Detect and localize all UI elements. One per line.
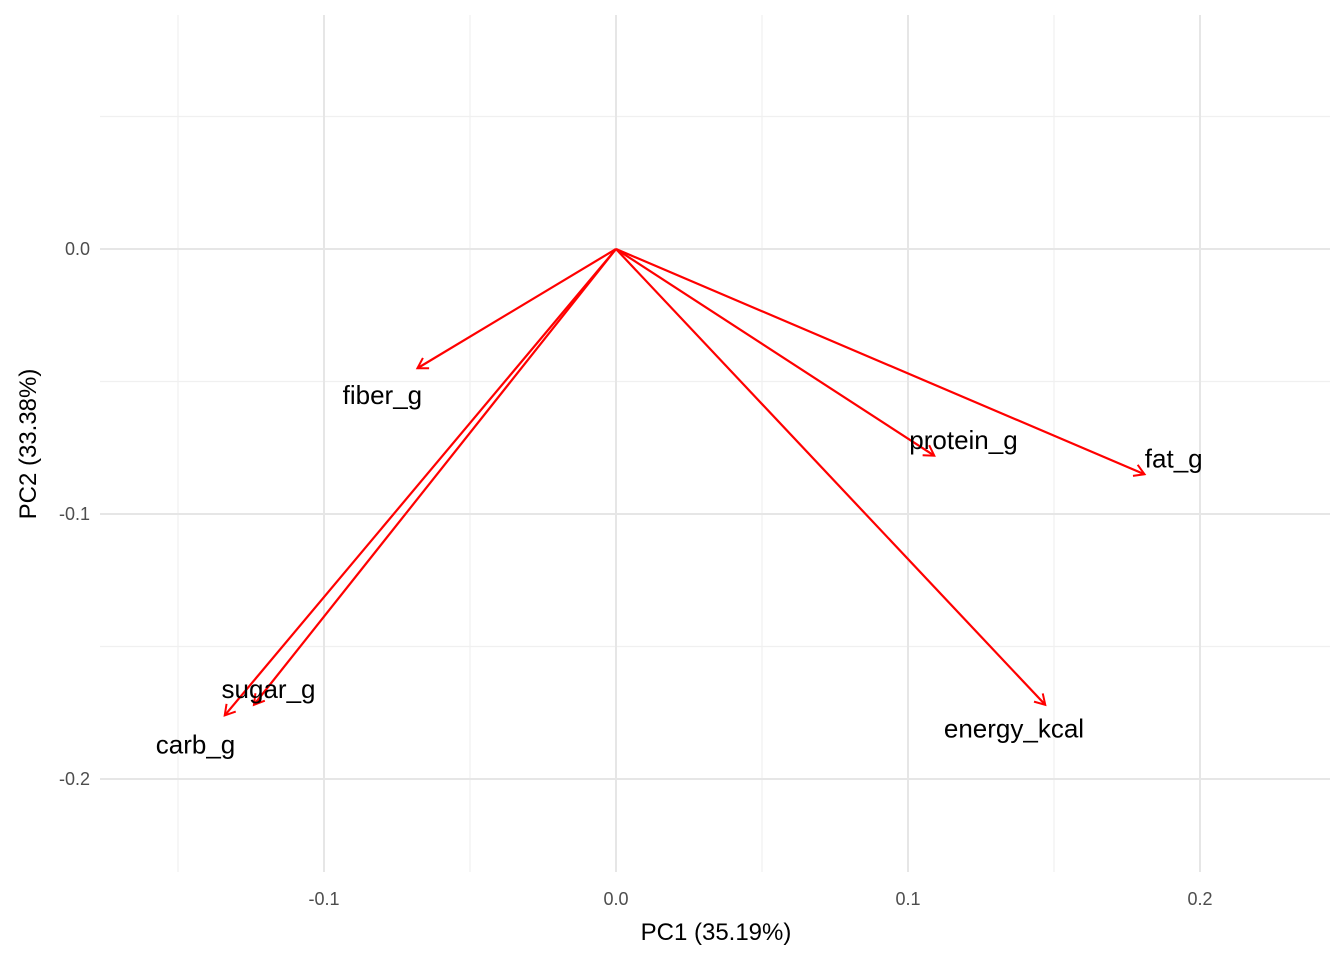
y-tick-label: -0.2 [59, 769, 90, 789]
loading-arrow-carb-g [223, 248, 617, 717]
loading-label-energy-kcal: energy_kcal [944, 714, 1084, 744]
loading-label-fat-g: fat_g [1145, 443, 1203, 473]
y-axis-tick-labels: -0.2 -0.1 0.0 [59, 239, 90, 789]
loading-arrow-fat-g [615, 247, 1147, 477]
loading-label-carb-g: carb_g [156, 730, 236, 760]
x-tick-label: 0.0 [603, 889, 628, 909]
loading-arrow-protein-g [615, 248, 936, 457]
loading-label-sugar-g: sugar_g [222, 674, 316, 704]
loading-label-protein-g: protein_g [909, 425, 1017, 455]
y-tick-label: 0.0 [65, 239, 90, 259]
x-axis-tick-labels: -0.1 0.0 0.1 0.2 [308, 889, 1212, 909]
x-tick-label: 0.1 [895, 889, 920, 909]
loading-label-fiber-g: fiber_g [343, 380, 423, 410]
loading-labels: fiber_g sugar_g carb_g protein_g fat_genergy… [156, 380, 1203, 760]
x-tick-label: 0.2 [1187, 889, 1212, 909]
y-tick-label: -0.1 [59, 504, 90, 524]
y-axis-title: PC2 (33.38%) [15, 369, 42, 520]
major-gridlines [100, 15, 1330, 872]
loading-arrow-sugar-g [252, 248, 617, 707]
x-tick-label: -0.1 [308, 889, 339, 909]
loading-arrows [223, 247, 1147, 717]
loading-arrow-fiber-g [415, 248, 617, 370]
loading-arrow-energy-kcal [615, 248, 1047, 707]
x-axis-title: PC1 (35.19%) [641, 919, 792, 946]
minor-gridlines [100, 15, 1330, 872]
